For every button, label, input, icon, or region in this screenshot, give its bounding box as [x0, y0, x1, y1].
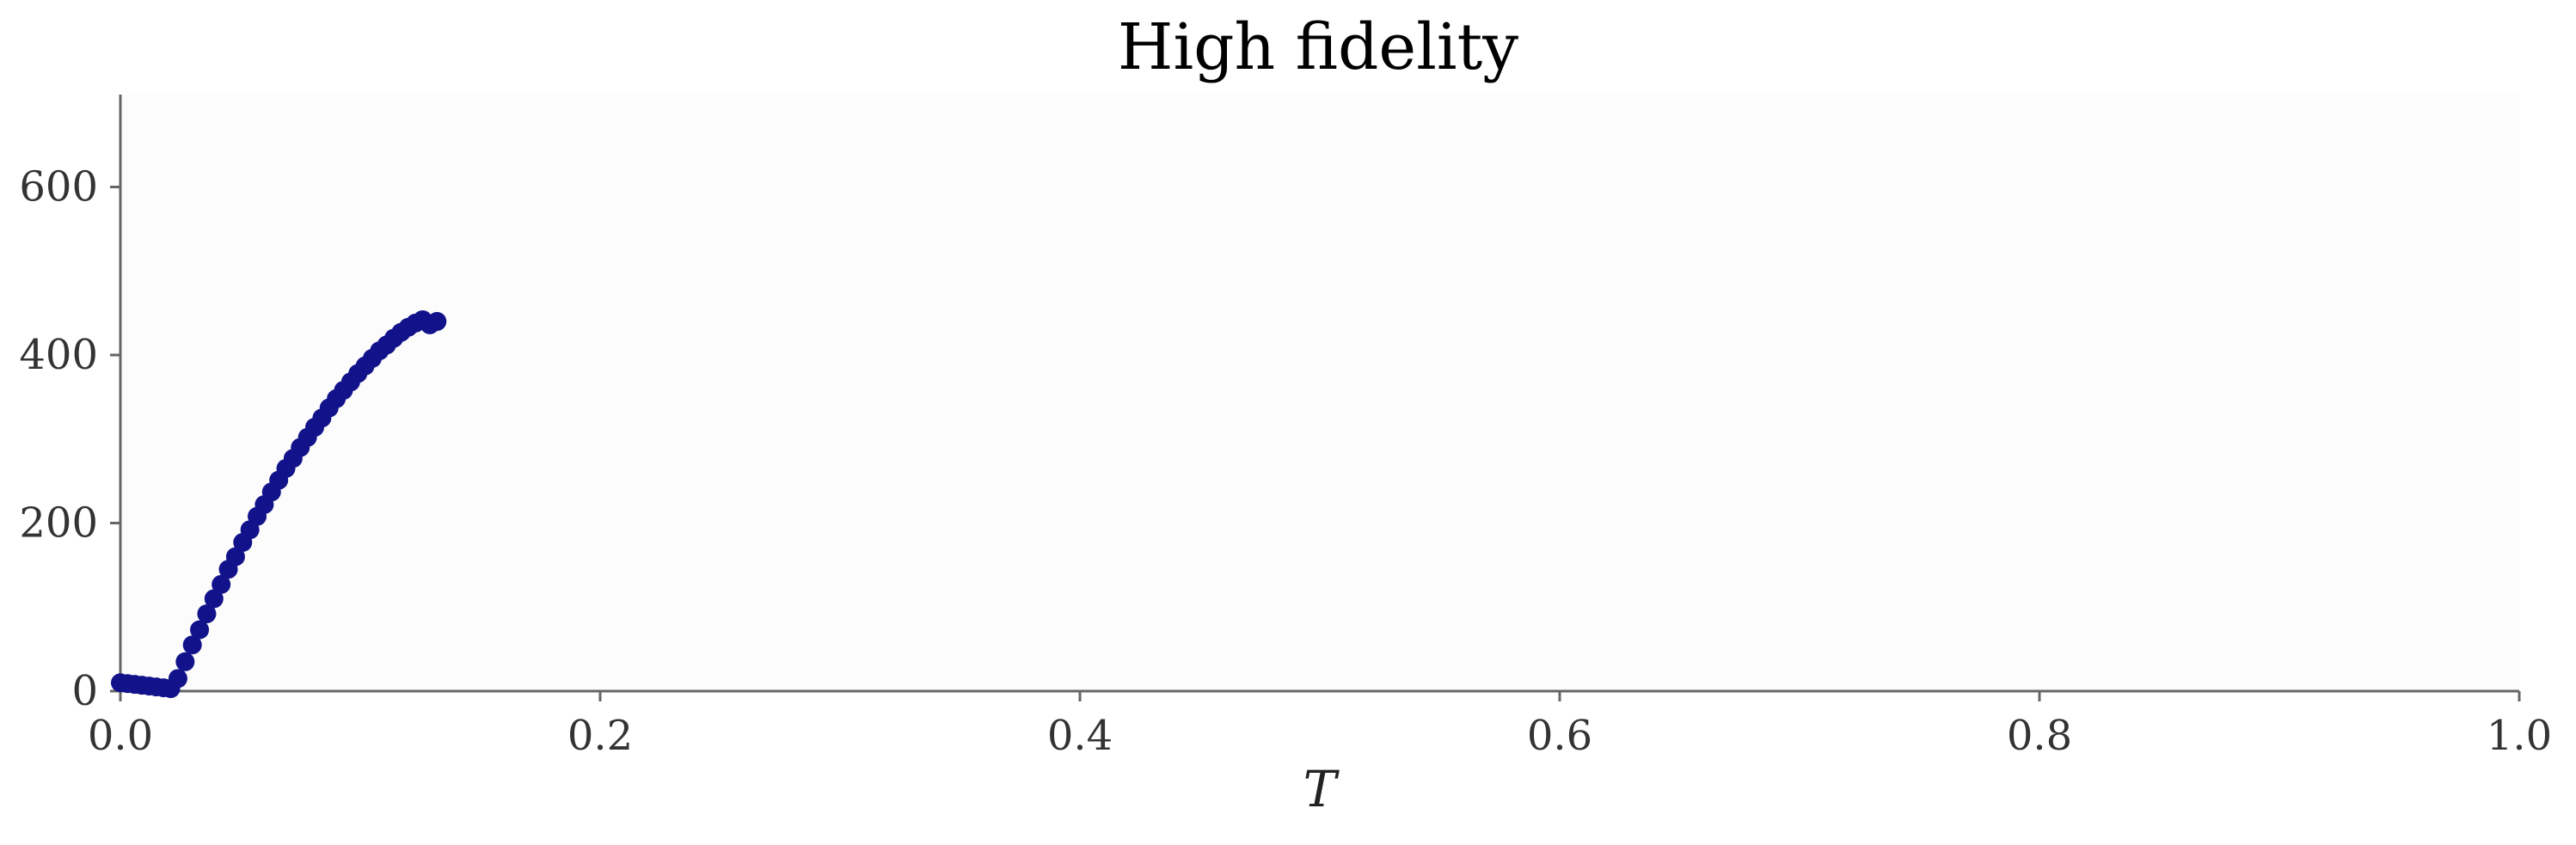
data-point — [168, 669, 187, 689]
data-points — [111, 309, 447, 699]
x-tick-label: 0.2 — [567, 712, 633, 760]
data-point — [190, 620, 210, 640]
data-point — [225, 547, 245, 566]
data-point — [197, 604, 217, 624]
plot-area-background — [120, 95, 2519, 691]
data-point — [204, 589, 224, 609]
y-tick-label: 600 — [19, 163, 98, 211]
data-point — [175, 652, 195, 671]
data-point — [427, 311, 447, 331]
x-axis-ticks: 0.0 0.2 0.4 0.6 0.8 1.0 — [88, 691, 2552, 760]
y-tick-label: 200 — [19, 499, 98, 548]
x-tick-label: 0.4 — [1047, 712, 1113, 760]
y-tick-label: 400 — [19, 331, 98, 379]
data-point — [182, 635, 202, 655]
x-axis-label: T — [1303, 760, 1340, 818]
x-tick-label: 0.8 — [2007, 712, 2072, 760]
x-tick-label: 0.6 — [1527, 712, 1592, 760]
y-axis-ticks: 0 200 400 600 — [19, 163, 120, 715]
data-point — [212, 574, 231, 594]
x-tick-label: 1.0 — [2487, 712, 2552, 760]
x-tick-label: 0.0 — [88, 712, 153, 760]
chart-title: High fidelity — [1118, 10, 1518, 84]
y-tick-label: 0 — [71, 667, 98, 715]
